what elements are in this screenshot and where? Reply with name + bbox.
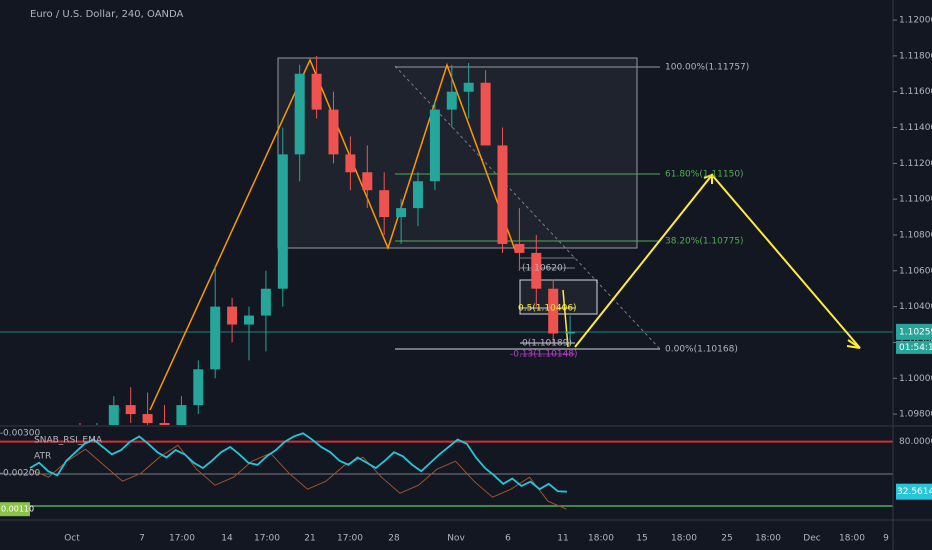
projection-arrow [562,289,569,348]
candle-body [328,109,339,155]
candle-body [497,145,508,244]
fib-label: 61.80%(1.11150) [665,170,744,180]
x-tick-label: 17:00 [337,534,363,544]
candle-body [480,82,491,146]
x-tick-label: 28 [388,534,400,544]
y-tick-label: 1.09800 [899,410,932,420]
price-pane [0,55,893,425]
candle-body [531,252,542,289]
candle-body [294,73,305,155]
rsi-badge [896,483,932,500]
indicator-name: SNAB_RSI_EMA [34,436,103,446]
x-tick-label: 18:00 [839,534,865,544]
x-tick-label: 17:00 [169,534,195,544]
fib-label: 0.00%(1.10168) [665,345,738,355]
atr-badge [0,502,30,517]
indicator-name: ATR [34,452,51,462]
y-tick-label: 1.12000 [899,16,932,26]
fib-label: 0(1.10189) [522,339,572,349]
x-tick-label: 21 [304,534,315,544]
y-tick-label: 1.11200 [899,159,932,169]
fib-label: 100.00%(1.11757) [665,63,749,73]
candle-body [565,331,576,334]
x-tick-label: Nov [447,534,465,544]
rsi-badge-label: 32.56145 [897,487,932,497]
x-tick-label: 9 [883,534,889,544]
y-tick-label: 1.10000 [899,374,932,384]
y-tick-label: 1.10800 [899,230,932,240]
y-tick-label: 1.10400 [899,302,932,312]
atr-line [29,444,567,510]
arrow-head [703,173,713,184]
atr-badge-label: 0.00110 [1,505,34,514]
candle-body [277,154,288,289]
rsi-line [29,432,567,493]
countdown-badge [896,340,932,354]
y-tick-label: 1.11600 [899,87,932,97]
candle-body [463,82,474,92]
candle-body [514,243,525,253]
candle-body [429,109,440,182]
candle-body [379,190,390,218]
atr-tick-label: 0.00300 [3,429,40,439]
fib-label: (1.10620) [522,264,566,274]
fib-label: 38.20%(1.10775) [665,237,744,247]
candle-body [413,181,423,209]
candle-body [244,315,254,325]
candle-body [227,306,238,325]
candle-body [362,172,373,191]
candle-body [345,154,356,173]
x-tick-label: 18:00 [588,534,614,544]
candle-body [108,405,119,425]
countdown: 01:54:15 [899,343,932,353]
rsi-tick-label: 80.00000 [899,437,932,447]
x-tick-label: 14 [221,534,233,544]
x-tick-label: Dec [803,534,820,544]
candle-body [311,73,322,110]
x-tick-label: 11 [557,534,568,544]
y-tick-label: 1.11400 [899,123,932,133]
x-tick-label: 18:00 [755,534,781,544]
candle-body [548,288,559,334]
candle-body [159,423,170,425]
x-tick-label: 6 [505,534,511,544]
x-tick-label: 25 [721,534,732,544]
candle-body [176,405,187,425]
price-badge [896,323,932,340]
y-tick-label: 1.11000 [899,195,932,205]
y-tick-label: 1.10600 [899,266,932,276]
x-tick-label: 7 [139,534,145,544]
candle-body [446,91,457,110]
indicator-pane [0,432,893,510]
candle-body [396,208,407,218]
candle-body [142,414,153,424]
candle-body [210,306,221,370]
fib-label: 0.5(1.10406) [518,304,577,314]
x-tick-label: 15 [636,534,647,544]
candle-body [125,405,136,415]
candle-body [193,369,204,406]
candle-body [260,288,271,316]
x-tick-label: 18:00 [671,534,697,544]
atr-tick-label: 0.00200 [3,469,40,479]
fib-label: -0.13(1.10148) [510,350,578,360]
fib-trend [394,65,661,350]
arrow-head [846,339,861,349]
zigzag [149,58,516,411]
x-tick-label: Oct [64,534,80,544]
price-badge-label: 1.10259 [899,327,932,337]
x-tick-label: 17:00 [254,534,280,544]
chart-title: Euro / U.S. Dollar, 240, OANDA [30,9,184,20]
y-tick-label: 1.11800 [899,51,932,61]
